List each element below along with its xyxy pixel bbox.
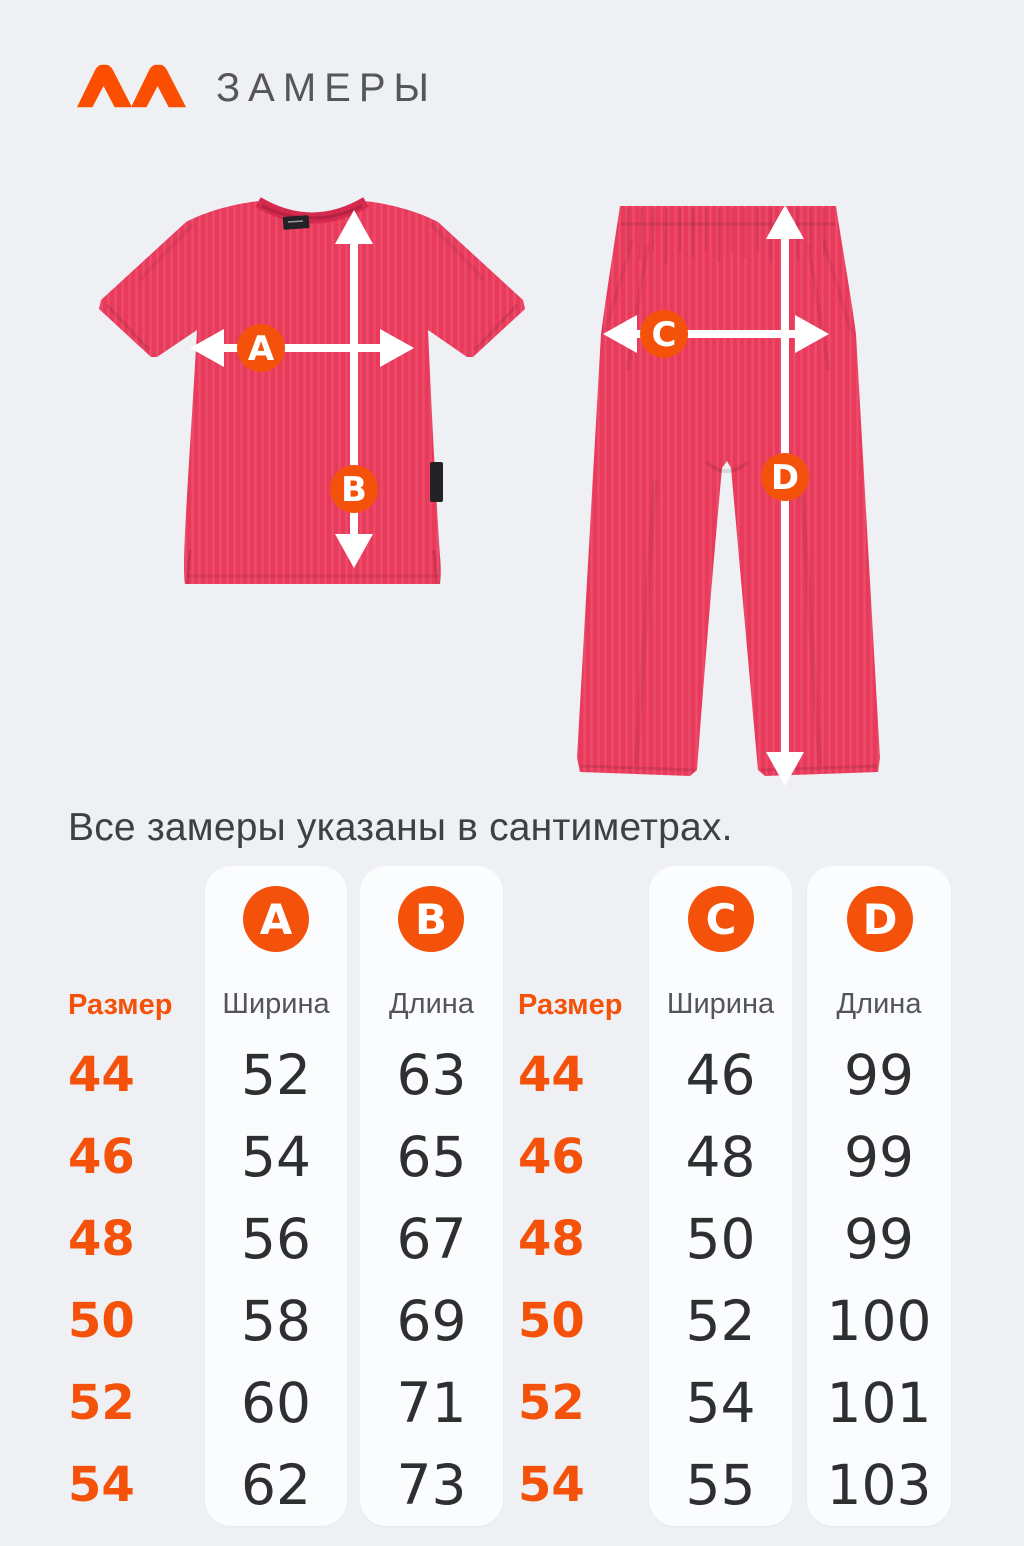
svg-text:A: A <box>248 329 275 369</box>
size-column-header-right: Размер <box>518 989 623 1021</box>
value-cell-a: 52 <box>241 1043 311 1107</box>
value-cell-d: 99 <box>844 1043 914 1107</box>
table-row: 52 60 71 52 54 101 <box>0 1362 1024 1444</box>
value-cell-d: 99 <box>844 1207 914 1271</box>
pants-illustration <box>577 206 880 776</box>
svg-text:C: C <box>652 315 677 355</box>
measure-arrow-a: A <box>190 324 414 372</box>
size-cell: 50 <box>68 1293 135 1349</box>
column-badge-b: B <box>398 886 464 952</box>
value-cell-a: 58 <box>241 1289 311 1353</box>
table-row: 48 56 67 48 50 99 <box>0 1198 1024 1280</box>
column-label-b: Длина <box>389 988 474 1020</box>
value-cell-d: 103 <box>826 1453 932 1517</box>
size-cell: 44 <box>518 1047 585 1103</box>
column-badge-c: C <box>688 886 754 952</box>
column-badge-a: A <box>243 886 309 952</box>
value-cell-d: 100 <box>826 1289 932 1353</box>
measurement-diagram: A B C D <box>99 191 880 786</box>
measure-badge-b <box>330 465 378 513</box>
value-cell-b: 67 <box>396 1207 467 1271</box>
column-pill-b <box>360 866 503 1526</box>
table-row: 44 52 63 44 46 99 <box>0 1034 1024 1116</box>
measure-badge-a <box>237 324 285 372</box>
value-cell-a: 60 <box>241 1371 311 1435</box>
waistband-gathering <box>625 207 826 265</box>
column-pill-a <box>205 866 347 1526</box>
size-cell: 48 <box>68 1211 135 1267</box>
value-cell-a: 54 <box>241 1125 311 1189</box>
measure-badge-c <box>640 310 688 358</box>
size-cell: 54 <box>68 1457 135 1513</box>
column-label-a: Ширина <box>222 988 330 1020</box>
page-title: ЗАМЕРЫ <box>216 66 437 110</box>
column-pill-d <box>807 866 951 1526</box>
table-row: 50 58 69 50 52 100 <box>0 1280 1024 1362</box>
size-cell: 46 <box>518 1129 585 1185</box>
value-cell-b: 69 <box>396 1289 467 1353</box>
value-cell-b: 71 <box>396 1371 467 1435</box>
size-cell: 48 <box>518 1211 585 1267</box>
size-cell: 44 <box>68 1047 135 1103</box>
side-tag <box>430 462 443 502</box>
measure-badge-d <box>761 453 809 501</box>
value-cell-c: 48 <box>685 1125 756 1189</box>
column-badge-d: D <box>847 886 913 952</box>
svg-text:B: B <box>341 470 367 510</box>
size-cell: 54 <box>518 1457 585 1513</box>
value-cell-c: 52 <box>685 1289 756 1353</box>
value-cell-c: 46 <box>685 1043 756 1107</box>
brand-double-chevron-icon <box>76 64 187 108</box>
size-column-header-left: Размер <box>68 989 173 1021</box>
value-cell-c: 54 <box>685 1371 756 1435</box>
measure-arrow-b: B <box>330 210 378 568</box>
value-cell-a: 56 <box>241 1207 311 1271</box>
column-label-d: Длина <box>836 988 922 1020</box>
tshirt-illustration <box>99 191 525 585</box>
svg-text:D: D <box>771 458 799 498</box>
column-pill-c <box>649 866 792 1526</box>
table-row: 54 62 73 54 55 103 <box>0 1444 1024 1526</box>
value-cell-a: 62 <box>241 1453 311 1517</box>
units-note: Все замеры указаны в сантиметрах. <box>68 806 733 849</box>
value-cell-c: 55 <box>685 1453 756 1517</box>
size-cell: 46 <box>68 1129 135 1185</box>
size-cell: 52 <box>68 1375 135 1431</box>
value-cell-d: 99 <box>844 1125 914 1189</box>
column-label-c: Ширина <box>666 988 775 1020</box>
value-cell-d: 101 <box>826 1371 932 1435</box>
value-cell-b: 73 <box>396 1453 467 1517</box>
size-cell: 52 <box>518 1375 585 1431</box>
value-cell-c: 50 <box>685 1207 756 1271</box>
table-row: 46 54 65 46 48 99 <box>0 1116 1024 1198</box>
size-cell: 50 <box>518 1293 585 1349</box>
value-cell-b: 65 <box>396 1125 467 1189</box>
neck-tag <box>282 215 310 230</box>
value-cell-b: 63 <box>396 1043 467 1107</box>
measure-arrow-d: D <box>761 205 809 786</box>
